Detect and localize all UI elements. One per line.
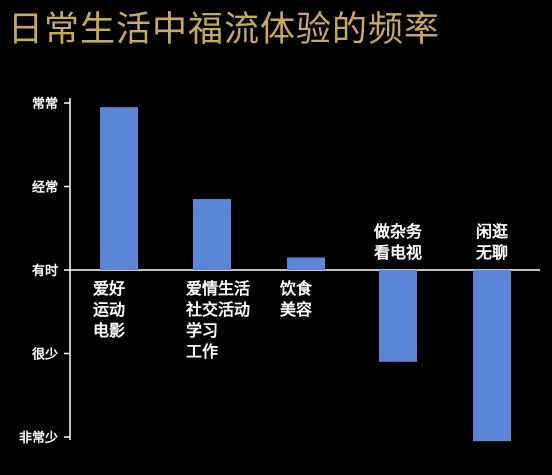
category-label: 做杂务 (373, 222, 423, 241)
y-tick-label: 非常少 (19, 430, 58, 446)
category-label: 美容 (280, 300, 312, 319)
bar (473, 270, 511, 442)
y-tick-label: 很少 (32, 347, 58, 363)
bar (100, 107, 138, 270)
y-tick-label: 有时 (32, 263, 58, 279)
category-label: 闲逛 (476, 222, 508, 241)
bar (193, 199, 231, 270)
category-label: 爱情生活 (186, 279, 250, 298)
category-label: 看电视 (373, 243, 422, 262)
bar (379, 270, 417, 362)
category-label: 爱好 (93, 279, 125, 298)
category-label: 运动 (93, 300, 125, 319)
y-tick-label: 经常 (32, 180, 58, 196)
category-label: 电影 (93, 321, 125, 340)
bar (287, 257, 325, 270)
category-label: 社交活动 (185, 300, 250, 319)
category-label: 无聊 (475, 243, 508, 262)
category-label: 工作 (186, 342, 218, 361)
category-label: 饮食 (279, 279, 313, 298)
chart-title: 日常生活中福流体验的频率 (8, 10, 441, 50)
y-tick-label: 常常 (32, 96, 58, 112)
category-label: 学习 (186, 321, 218, 340)
